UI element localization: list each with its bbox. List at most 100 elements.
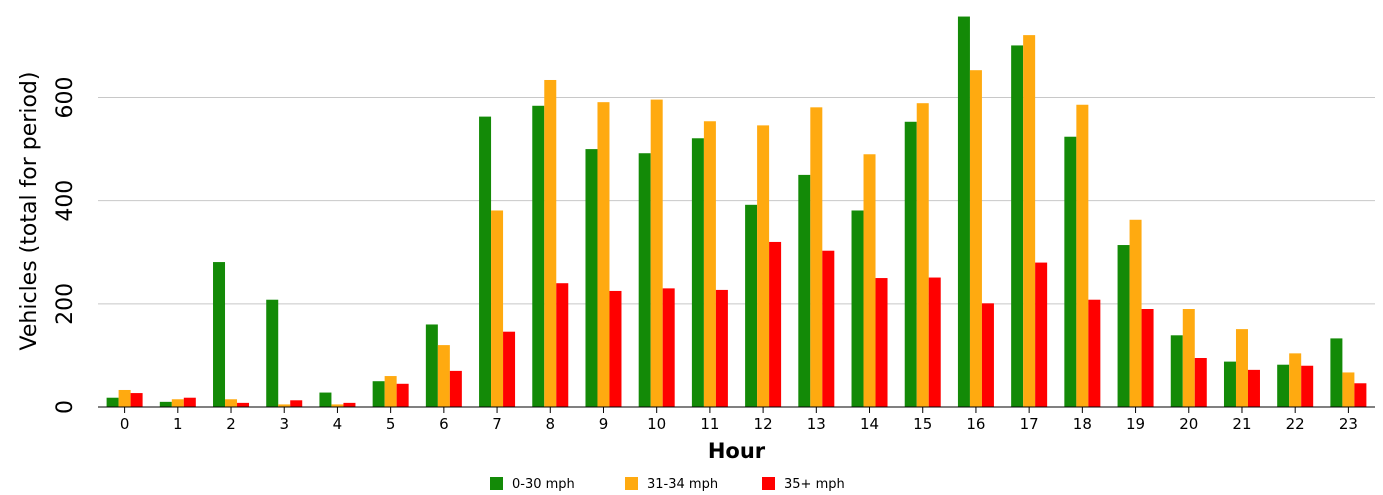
- bar: [1342, 372, 1355, 407]
- bar: [1235, 329, 1248, 407]
- y-ticks: 0 200 400 600: [53, 77, 78, 414]
- x-tick-label: 3: [279, 415, 289, 433]
- x-tick-label: 11: [700, 415, 719, 433]
- x-tick-label: 6: [439, 415, 449, 433]
- bar: [1170, 335, 1183, 407]
- x-tick-label: 8: [545, 415, 555, 433]
- bar: [266, 299, 279, 407]
- bar: [290, 400, 303, 407]
- bar: [1129, 219, 1142, 407]
- bar: [384, 376, 397, 407]
- bar: [650, 99, 663, 407]
- bar: [703, 121, 716, 408]
- x-tick-label: 7: [492, 415, 502, 433]
- bar: [225, 399, 238, 407]
- bar: [1023, 35, 1036, 408]
- bar: [597, 102, 610, 407]
- bar: [609, 290, 622, 407]
- bar: [118, 389, 131, 407]
- bar: [343, 402, 356, 407]
- bar: [875, 278, 888, 407]
- bar: [532, 105, 545, 408]
- bar: [278, 404, 291, 407]
- bar: [798, 174, 811, 407]
- bar: [171, 399, 184, 407]
- bar: [503, 331, 516, 407]
- bar: [1088, 299, 1101, 407]
- bar: [969, 70, 982, 407]
- x-tick-label: 14: [860, 415, 879, 433]
- bar: [810, 107, 823, 407]
- x-tick-label: 5: [386, 415, 396, 433]
- x-tick-label: 21: [1232, 415, 1251, 433]
- bar: [691, 138, 704, 407]
- x-tick-label: 17: [1020, 415, 1039, 433]
- y-tick-label: 0: [53, 400, 78, 414]
- y-tick-label: 600: [53, 77, 78, 119]
- x-tick-label: 9: [599, 415, 609, 433]
- bar: [1277, 364, 1290, 407]
- x-tick-label: 2: [226, 415, 236, 433]
- bar: [757, 125, 770, 408]
- y-axis-title: Vehicles (total for period): [17, 72, 42, 351]
- bar: [822, 250, 835, 407]
- x-tick-label: 19: [1126, 415, 1145, 433]
- legend-swatch: [762, 477, 775, 490]
- bar: [1247, 369, 1260, 407]
- y-tick-label: 200: [53, 283, 78, 325]
- bar: [159, 401, 172, 407]
- bar: [544, 79, 557, 407]
- bar: [638, 153, 651, 407]
- bar: [479, 116, 492, 407]
- bar: [491, 210, 504, 407]
- bar: [916, 103, 929, 407]
- bar: [183, 397, 196, 407]
- bar: [745, 204, 758, 407]
- bar: [1035, 262, 1048, 407]
- bar: [957, 16, 970, 408]
- x-tick-label: 10: [647, 415, 666, 433]
- bar: [331, 404, 344, 407]
- x-tick-label: 22: [1286, 415, 1305, 433]
- x-tick-label: 18: [1073, 415, 1092, 433]
- bar: [769, 241, 782, 407]
- bar: [715, 289, 728, 407]
- bar: [556, 283, 569, 407]
- bar: [662, 288, 675, 407]
- bar: [863, 154, 876, 407]
- bar: [1117, 245, 1130, 407]
- legend: 0-30 mph 31-34 mph 35+ mph: [490, 477, 845, 492]
- bar: [437, 345, 450, 407]
- bar: [130, 393, 143, 407]
- y-tick-label: 400: [53, 180, 78, 222]
- bar: [1141, 309, 1154, 407]
- bar: [1194, 358, 1207, 407]
- bar: [1223, 361, 1236, 407]
- bar: [1301, 365, 1314, 407]
- bars: [106, 16, 1367, 408]
- legend-label: 35+ mph: [784, 477, 845, 492]
- bar: [396, 383, 409, 407]
- legend-swatch: [490, 477, 503, 490]
- x-ticks: 0 1 2 3 4 5 6 7 8 9 10 11 12 13 14 15 16 17 18 19 20 21 22 23: [120, 407, 1358, 433]
- legend-label: 0-30 mph: [512, 477, 575, 492]
- legend-swatch: [625, 477, 638, 490]
- bar: [1330, 338, 1343, 407]
- bar: [1064, 136, 1077, 407]
- x-tick-label: 12: [754, 415, 773, 433]
- x-tick-label: 13: [807, 415, 826, 433]
- bar: [585, 149, 598, 407]
- bar: [904, 121, 917, 407]
- x-tick-label: 15: [913, 415, 932, 433]
- bar: [1011, 45, 1024, 407]
- bar: [1289, 353, 1302, 407]
- x-tick-label: 4: [333, 415, 343, 433]
- bar: [372, 381, 385, 407]
- bar: [449, 370, 462, 407]
- bar: [106, 397, 119, 407]
- x-tick-label: 16: [966, 415, 985, 433]
- x-tick-label: 1: [173, 415, 183, 433]
- x-tick-label: 0: [120, 415, 130, 433]
- bar: [851, 210, 864, 407]
